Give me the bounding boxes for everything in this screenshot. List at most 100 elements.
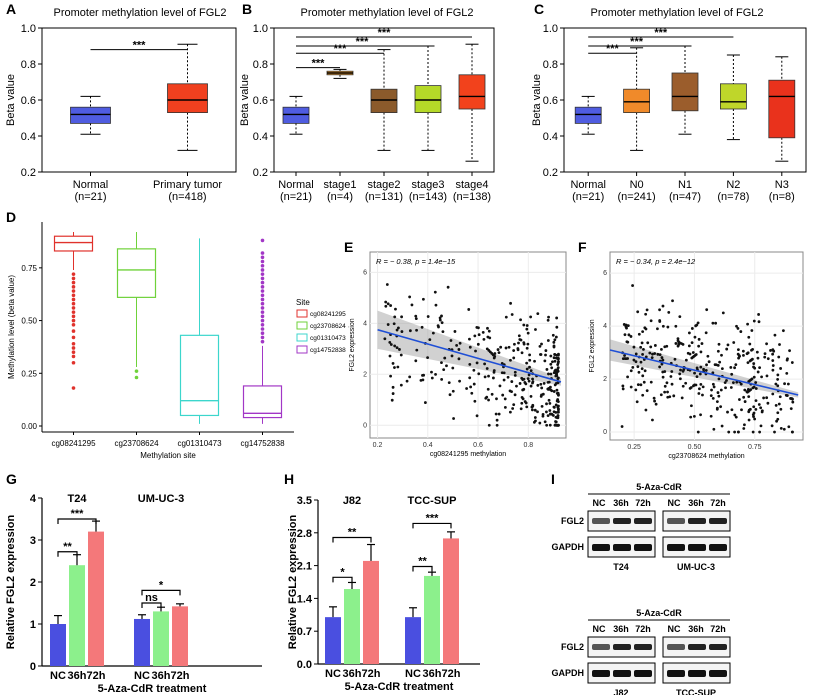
y-tick-label: 0.2 (253, 167, 268, 179)
scatter-point (635, 400, 639, 404)
box-stage2 (370, 88, 398, 113)
outlier-point (260, 301, 265, 306)
outlier-point (71, 272, 76, 276)
scatter-point (752, 405, 756, 409)
y-tick-label: 0.50 (21, 317, 37, 326)
scatter-point (525, 367, 529, 371)
scatter-point (553, 383, 557, 387)
scatter-point (778, 395, 782, 399)
y-axis-label: Relative FGL2 expression (287, 514, 299, 649)
scatter-point (536, 410, 539, 414)
scatter-point (661, 358, 665, 362)
scatter-point (543, 420, 547, 424)
scatter-point (645, 389, 649, 393)
scatter-point (554, 335, 558, 339)
scatter-point (551, 333, 555, 337)
y-tick-label: 6 (603, 270, 607, 277)
scatter-point (690, 404, 693, 408)
category-label: NC (50, 670, 66, 682)
scatter-point (400, 330, 404, 333)
scatter-point (674, 342, 678, 345)
panel-letter-g: G (6, 471, 17, 487)
scatter-point (700, 342, 704, 345)
y-tick-label: 0.8 (253, 59, 268, 71)
panel-f-plot: 0.25 0.50 0.75 0 2 4 6 cg23708624 methylation FG… (589, 251, 804, 460)
scatter-point (771, 352, 775, 356)
scatter-point (709, 394, 713, 398)
scatter-point (754, 381, 758, 384)
scatter-point (766, 401, 770, 405)
category-label: NC (325, 668, 341, 680)
scatter-point (717, 394, 721, 398)
cell-line-label: TCC-SUP (408, 495, 457, 507)
time-label: 36h (613, 498, 629, 508)
scatter-point (526, 342, 530, 346)
time-label: 36h (613, 624, 629, 634)
scatter-point (536, 383, 540, 387)
scatter-point (705, 363, 708, 367)
scatter-point (487, 423, 491, 427)
scatter-point (791, 430, 794, 434)
scatter-point (751, 347, 754, 351)
significance-bracket (141, 589, 181, 596)
scatter-point (455, 343, 459, 347)
scatter-point (395, 346, 399, 350)
scatter-point (660, 356, 664, 359)
scatter-point (553, 423, 557, 427)
time-label: NC (668, 498, 681, 508)
scatter-point (536, 312, 540, 316)
scatter-point (679, 368, 682, 372)
scatter-point (695, 366, 699, 370)
scatter-point (750, 329, 754, 332)
scatter-point (789, 407, 793, 411)
scatter-point (414, 317, 418, 321)
significance-label: *** (654, 27, 668, 39)
scatter-point (483, 375, 487, 379)
scatter-point (651, 352, 654, 356)
scatter-point (714, 321, 718, 325)
scatter-point (554, 403, 558, 407)
scatter-point (528, 353, 532, 357)
scatter-point (555, 316, 559, 320)
y-tick-label: 0.4 (543, 131, 558, 143)
scatter-point (777, 402, 781, 406)
scatter-point (663, 370, 667, 373)
protein-band (613, 518, 631, 524)
x-tick-label: 0.2 (373, 442, 383, 449)
category-label: NC (134, 670, 150, 682)
outlier-point (260, 318, 265, 323)
scatter-point (451, 389, 455, 393)
scatter-point (643, 369, 647, 373)
scatter-point (510, 380, 514, 383)
outlier-point (71, 350, 76, 354)
scatter-point (548, 412, 552, 416)
scatter-point (620, 425, 624, 428)
significance-bracket (57, 551, 78, 557)
scatter-point (389, 304, 393, 307)
scatter-point (513, 393, 517, 397)
scatter-point (392, 322, 396, 326)
scatter-point (441, 330, 445, 334)
outlier-point (71, 346, 76, 350)
y-axis-label: Methylation level (beta value) (7, 275, 16, 379)
significance-label: *** (606, 43, 620, 55)
scatter-point (556, 423, 560, 427)
scatter-point (748, 342, 752, 346)
scatter-point (548, 409, 552, 412)
box-stage3 (414, 85, 442, 113)
outlier-point (260, 251, 265, 255)
group-n: (n=131) (365, 191, 403, 203)
scatter-point (706, 354, 710, 358)
box-normal (282, 106, 310, 124)
category-label: 36h (343, 668, 362, 680)
protein-band (613, 644, 631, 650)
scatter-point (634, 352, 638, 356)
y-tick-label: 2.8 (297, 528, 312, 540)
scatter-point (649, 319, 653, 323)
scatter-point (636, 310, 640, 314)
scatter-point (443, 356, 447, 360)
scatter-point (423, 401, 427, 404)
scatter-point (396, 365, 400, 369)
protein-band (688, 544, 706, 551)
scatter-point (448, 393, 452, 397)
